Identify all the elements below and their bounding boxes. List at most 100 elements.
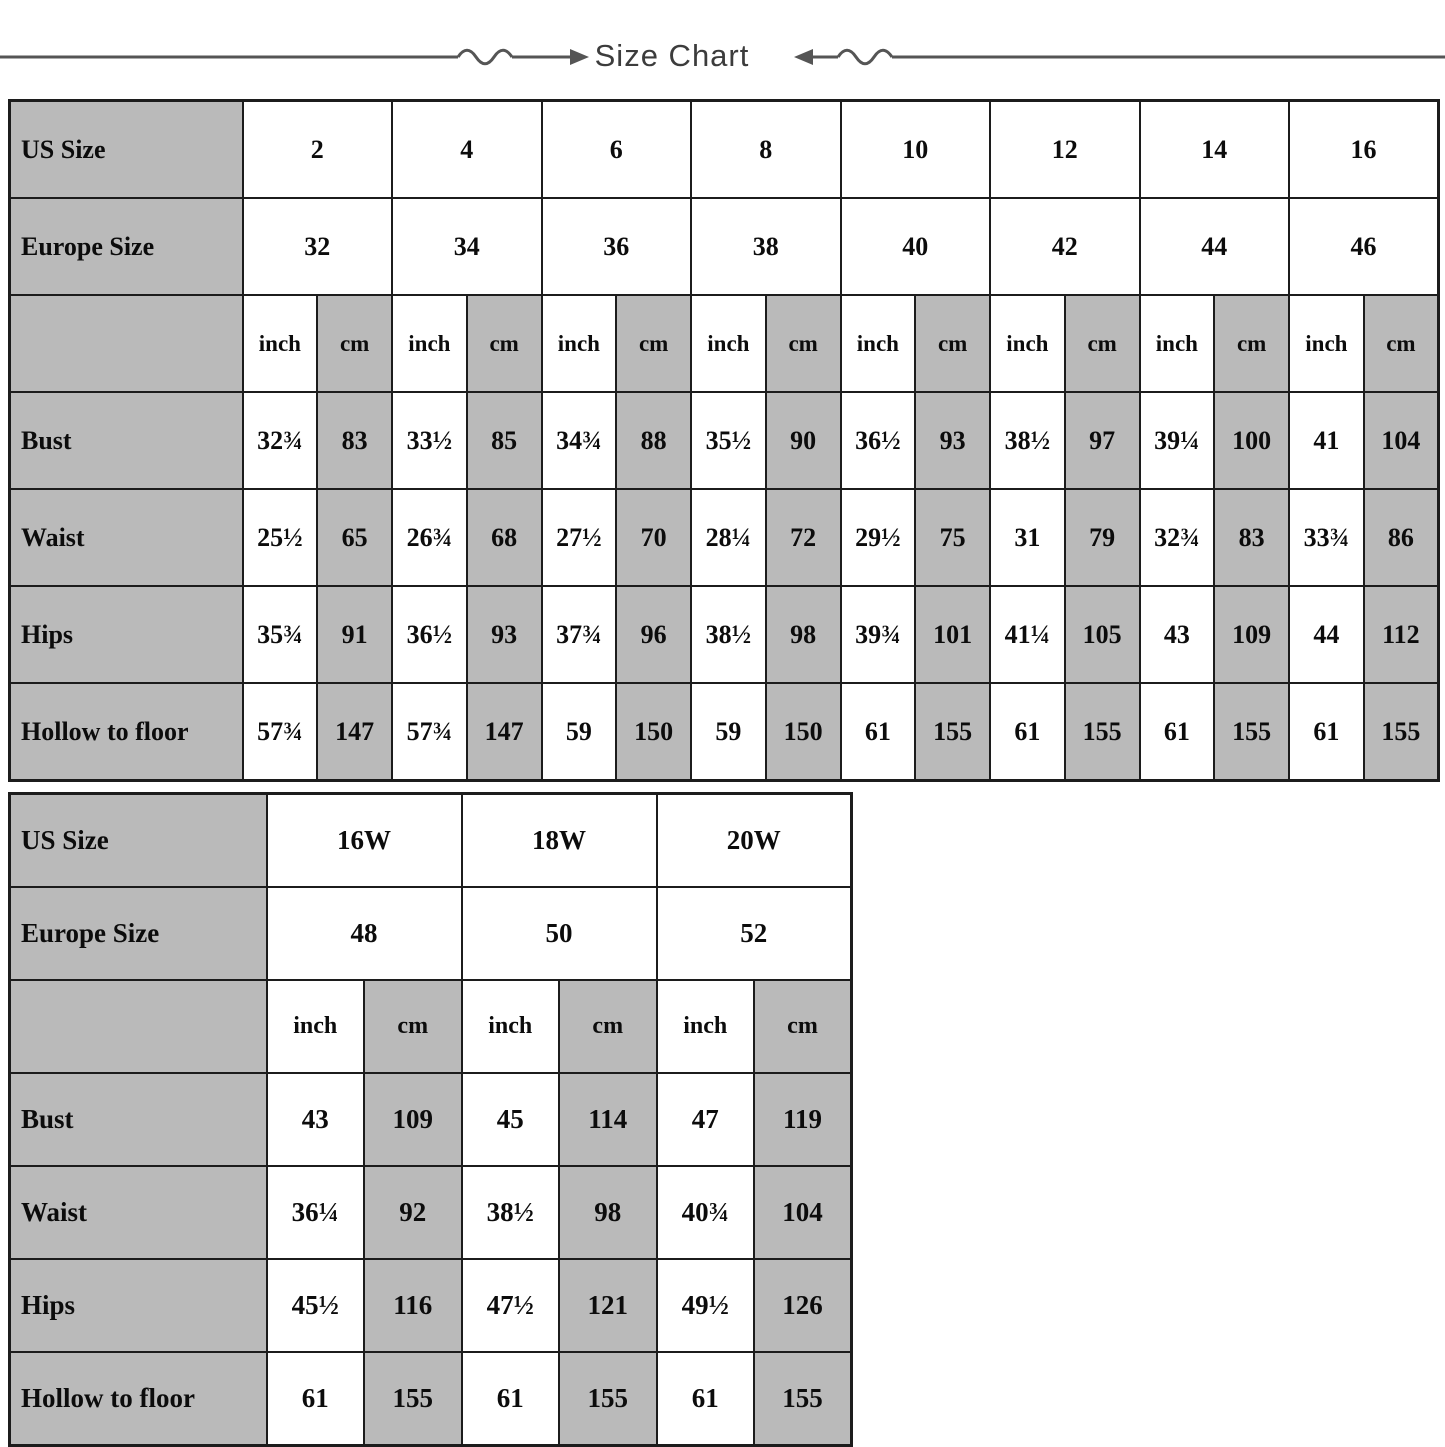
table-row-bust: Bust 43 109 45 114 47 119 <box>8 1072 853 1167</box>
cell-inch: 36½ <box>839 391 917 490</box>
page-title: Size Chart <box>594 38 750 73</box>
cell-cm: 116 <box>363 1258 463 1353</box>
table-row-us-size: US Size 2 4 6 8 10 12 14 16 <box>8 99 1440 199</box>
cell-inch: 31 <box>989 488 1066 587</box>
cell-inch: 32¾ <box>241 391 319 490</box>
cell-inch: 57¾ <box>391 682 468 782</box>
table-row-europe-size: Europe Size 48 50 52 <box>8 886 853 981</box>
cell-cm: 147 <box>316 682 393 782</box>
cell-inch: 25½ <box>241 488 319 587</box>
cell-cm: 91 <box>316 585 393 684</box>
cell-inch: 34¾ <box>540 391 618 490</box>
eu-size-cell: 42 <box>989 197 1141 296</box>
cell-inch: 61 <box>460 1351 560 1447</box>
cell-inch: 36½ <box>391 585 468 684</box>
row-label: Bust <box>8 391 244 490</box>
cell-cm: 97 <box>1063 391 1141 490</box>
unit-cm-cell: cm <box>1362 294 1440 393</box>
cell-inch: 40¾ <box>655 1165 755 1260</box>
cell-cm: 119 <box>753 1072 853 1167</box>
cell-inch: 26¾ <box>391 488 468 587</box>
cell-inch: 61 <box>989 682 1066 782</box>
cell-inch: 38½ <box>989 391 1066 490</box>
cell-inch: 47½ <box>460 1258 560 1353</box>
table-row-hips: Hips 35¾ 91 36½ 93 37¾ 96 38½ 98 39¾ 101… <box>8 585 1440 684</box>
eu-size-cell: 36 <box>540 197 692 296</box>
size-chart-banner: Size Chart <box>0 0 1445 96</box>
cell-inch: 45 <box>460 1072 560 1167</box>
us-size-cell: 10 <box>839 99 991 199</box>
cell-inch: 41¼ <box>989 585 1066 684</box>
cell-cm: 155 <box>1213 682 1290 782</box>
cell-inch: 36¼ <box>265 1165 365 1260</box>
cell-inch: 33¾ <box>1288 488 1365 587</box>
unit-cm-cell: cm <box>363 979 463 1074</box>
cell-inch: 61 <box>1138 682 1216 782</box>
us-size-cell: 16W <box>265 792 463 888</box>
cell-inch: 29½ <box>839 488 917 587</box>
cell-inch: 27½ <box>540 488 618 587</box>
cell-cm: 83 <box>316 391 393 490</box>
unit-cm-cell: cm <box>764 294 842 393</box>
cell-cm: 90 <box>764 391 842 490</box>
table-row-hollow-to-floor: Hollow to floor 57¾ 147 57¾ 147 59 150 5… <box>8 682 1440 782</box>
cell-cm: 114 <box>558 1072 658 1167</box>
unit-inch-cell: inch <box>265 979 365 1074</box>
cell-cm: 150 <box>764 682 842 782</box>
cell-cm: 86 <box>1362 488 1440 587</box>
unit-cm-cell: cm <box>1063 294 1141 393</box>
table-row-bust: Bust 32¾ 83 33½ 85 34¾ 88 35½ 90 36½ 93 … <box>8 391 1440 490</box>
unit-inch-cell: inch <box>241 294 319 393</box>
cell-cm: 155 <box>363 1351 463 1447</box>
cell-inch: 45½ <box>265 1258 365 1353</box>
cell-inch: 59 <box>540 682 618 782</box>
row-label: Hollow to floor <box>8 682 244 782</box>
unit-inch-cell: inch <box>839 294 917 393</box>
cell-inch: 41 <box>1288 391 1365 490</box>
cell-inch: 43 <box>1138 585 1216 684</box>
eu-size-cell: 38 <box>690 197 842 296</box>
eu-size-cell: 32 <box>241 197 393 296</box>
cell-cm: 85 <box>465 391 543 490</box>
cell-inch: 61 <box>839 682 917 782</box>
cell-cm: 83 <box>1213 488 1290 587</box>
us-size-cell: 8 <box>690 99 842 199</box>
unit-cm-cell: cm <box>316 294 393 393</box>
cell-inch: 35½ <box>690 391 767 490</box>
cell-cm: 109 <box>363 1072 463 1167</box>
banner-decoration <box>0 48 1445 66</box>
table-row-europe-size: Europe Size 32 34 36 38 40 42 44 46 <box>8 197 1440 296</box>
size-chart-table-plus: US Size 16W 18W 20W Europe Size 48 50 52… <box>8 792 853 1447</box>
table-row-waist: Waist 36¼ 92 38½ 98 40¾ 104 <box>8 1165 853 1260</box>
row-label: Bust <box>8 1072 268 1167</box>
cell-cm: 98 <box>558 1165 658 1260</box>
table-row-units: inch cm inch cm inch cm inch cm inch cm … <box>8 294 1440 393</box>
unit-cm-cell: cm <box>558 979 658 1074</box>
cell-cm: 101 <box>914 585 991 684</box>
row-label: Waist <box>8 488 244 587</box>
cell-cm: 104 <box>753 1165 853 1260</box>
table-row-waist: Waist 25½ 65 26¾ 68 27½ 70 28¼ 72 29½ 75… <box>8 488 1440 587</box>
eu-size-cell: 44 <box>1138 197 1290 296</box>
table-row-hollow-to-floor: Hollow to floor 61 155 61 155 61 155 <box>8 1351 853 1447</box>
cell-cm: 147 <box>465 682 543 782</box>
table-row-us-size: US Size 16W 18W 20W <box>8 792 853 888</box>
cell-cm: 98 <box>764 585 842 684</box>
cell-cm: 70 <box>615 488 692 587</box>
us-size-cell: 20W <box>655 792 853 888</box>
cell-cm: 93 <box>465 585 543 684</box>
cell-inch: 32¾ <box>1138 488 1216 587</box>
cell-inch: 44 <box>1288 585 1365 684</box>
cell-inch: 61 <box>655 1351 755 1447</box>
cell-inch: 57¾ <box>241 682 319 782</box>
right-squiggle <box>836 48 894 66</box>
eu-size-cell: 50 <box>460 886 658 981</box>
table-row-units: inch cm inch cm inch cm <box>8 979 853 1074</box>
left-squiggle <box>456 48 514 66</box>
cell-inch: 49½ <box>655 1258 755 1353</box>
unit-cm-cell: cm <box>615 294 692 393</box>
us-size-cell: 16 <box>1288 99 1440 199</box>
row-label: Hips <box>8 585 244 684</box>
cell-cm: 88 <box>615 391 692 490</box>
cell-inch: 47 <box>655 1072 755 1167</box>
